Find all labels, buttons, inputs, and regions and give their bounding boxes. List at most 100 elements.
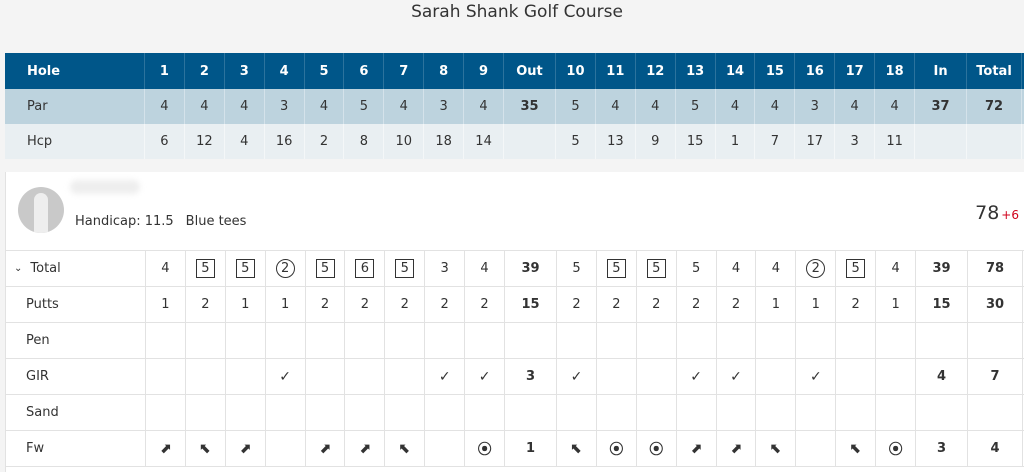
row-label[interactable]: ⌄ Total: [6, 251, 146, 286]
row-label-text: Sand: [26, 405, 59, 420]
par-cell: 4: [145, 89, 185, 124]
par-cell: 4: [875, 89, 916, 124]
hcp-cell: 5: [556, 124, 596, 159]
par-cell: 5: [344, 89, 385, 124]
hcp-cell: 16: [265, 124, 305, 159]
bogey-box: 5: [606, 259, 626, 278]
value: 1: [771, 297, 781, 312]
score-cell: ✓: [796, 359, 837, 394]
course-info-table: Hole 1 2 3 4 5 6 7 8 9 Out 10 11 12 13 14 15 16 17 18 In Tota…: [5, 53, 1024, 159]
value: 2: [480, 297, 489, 312]
hcp-cell: Hcp: [5, 124, 145, 159]
score-cell: [186, 323, 226, 358]
score-cell: 3: [505, 359, 558, 394]
header-cell: 11: [596, 53, 636, 89]
tees: Blue tees: [185, 214, 247, 229]
score-cell: [505, 395, 558, 430]
score-cell: [677, 323, 717, 358]
score-cell: ✓: [425, 359, 466, 394]
score-cell: [796, 395, 837, 430]
score-cell: [226, 359, 266, 394]
value: 2: [652, 297, 661, 312]
score-cell: 2: [677, 287, 717, 322]
score-cell: [557, 395, 597, 430]
score-cell: [637, 395, 677, 430]
arrow-up-right-icon: ⬈: [690, 440, 702, 457]
hcp-cell: 1: [716, 124, 756, 159]
score-cell: [465, 323, 506, 358]
score-cell: [876, 359, 917, 394]
score-cell: [306, 323, 346, 358]
hcp-cell: 18: [424, 124, 465, 159]
score-cell: 2: [796, 251, 837, 286]
score-cell: [756, 359, 797, 394]
score-cell: [266, 395, 306, 430]
value: 1: [811, 297, 820, 312]
row-sand: Sand: [6, 395, 1024, 431]
bogey-box: 5: [395, 259, 415, 278]
par-cell: 4: [835, 89, 876, 124]
par-cell: 4: [384, 89, 425, 124]
hcp-cell: 17: [795, 124, 836, 159]
score-cell: 39: [505, 251, 558, 286]
value: 4: [990, 441, 1000, 456]
bogey-box: 5: [315, 259, 335, 278]
arrow-up-left-icon: ⬉: [770, 440, 782, 457]
par-cell: 3: [795, 89, 836, 124]
hcp-cell: 9: [636, 124, 676, 159]
score-cell: 5: [385, 251, 426, 286]
value: 39: [521, 261, 540, 276]
arrow-up-left-icon: ⬉: [199, 440, 212, 457]
chevron-down-icon[interactable]: ⌄: [14, 263, 23, 274]
par-cell: 4: [636, 89, 676, 124]
score-cell: [306, 395, 346, 430]
score-cell: [226, 323, 266, 358]
score-cell: [717, 395, 757, 430]
value: 4: [480, 261, 489, 276]
player-name-redacted: [70, 180, 140, 194]
score-cell: 1: [266, 287, 306, 322]
value: 78: [985, 261, 1005, 276]
value: 2: [572, 297, 581, 312]
row-label-text: Pen: [26, 333, 50, 348]
row-label-text: Fw: [26, 441, 45, 456]
value: 4: [731, 261, 741, 276]
score-cell: [425, 431, 466, 466]
score-cell: [226, 395, 266, 430]
score-cell: [756, 323, 797, 358]
score-cell: [306, 359, 346, 394]
score-cell: [916, 395, 969, 430]
bogey-box: 6: [355, 259, 375, 278]
score-cell: 4: [756, 251, 797, 286]
arrow-up-right-icon: ⬈: [159, 440, 172, 457]
row-label-text: Putts: [26, 297, 59, 312]
header-cell: 15: [755, 53, 796, 89]
row-gir: GIR ✓ ✓ ✓ 3 ✓ ✓ ✓ ✓ 4 7: [6, 359, 1024, 395]
score-cell: 39: [916, 251, 969, 286]
score-cell: [637, 359, 677, 394]
score-cell: 78: [968, 251, 1024, 286]
arrow-up-right-icon: ⬈: [239, 440, 252, 457]
score-cell: ⬉: [836, 431, 877, 466]
hcp-cell: 4: [225, 124, 265, 159]
value: 30: [985, 297, 1005, 312]
check-icon: ✓: [478, 368, 491, 385]
hcp-cell: 6: [145, 124, 185, 159]
hcp-cell: [915, 124, 968, 159]
score-cell: [266, 431, 306, 466]
value: 1: [241, 297, 250, 312]
par-cell: 3: [424, 89, 465, 124]
page-title: Sarah Shank Golf Course: [411, 2, 623, 22]
score-cell: ⬉: [756, 431, 797, 466]
score-cell: ⬈: [146, 431, 186, 466]
par-cell: 72: [967, 89, 1023, 124]
value: 1: [891, 297, 900, 312]
row-header: Hole 1 2 3 4 5 6 7 8 9 Out 10 11 12 13 14 15 16 17 18 In Tota…: [5, 53, 1024, 89]
score-cell: 4: [968, 431, 1024, 466]
par-cell: 4: [185, 89, 225, 124]
score-cell: 15: [916, 287, 969, 322]
score-cell: 7: [968, 359, 1024, 394]
hcp-cell: 15: [676, 124, 716, 159]
row-label: Pen: [6, 323, 146, 358]
fairway-hit-icon: ⦿: [649, 441, 664, 458]
